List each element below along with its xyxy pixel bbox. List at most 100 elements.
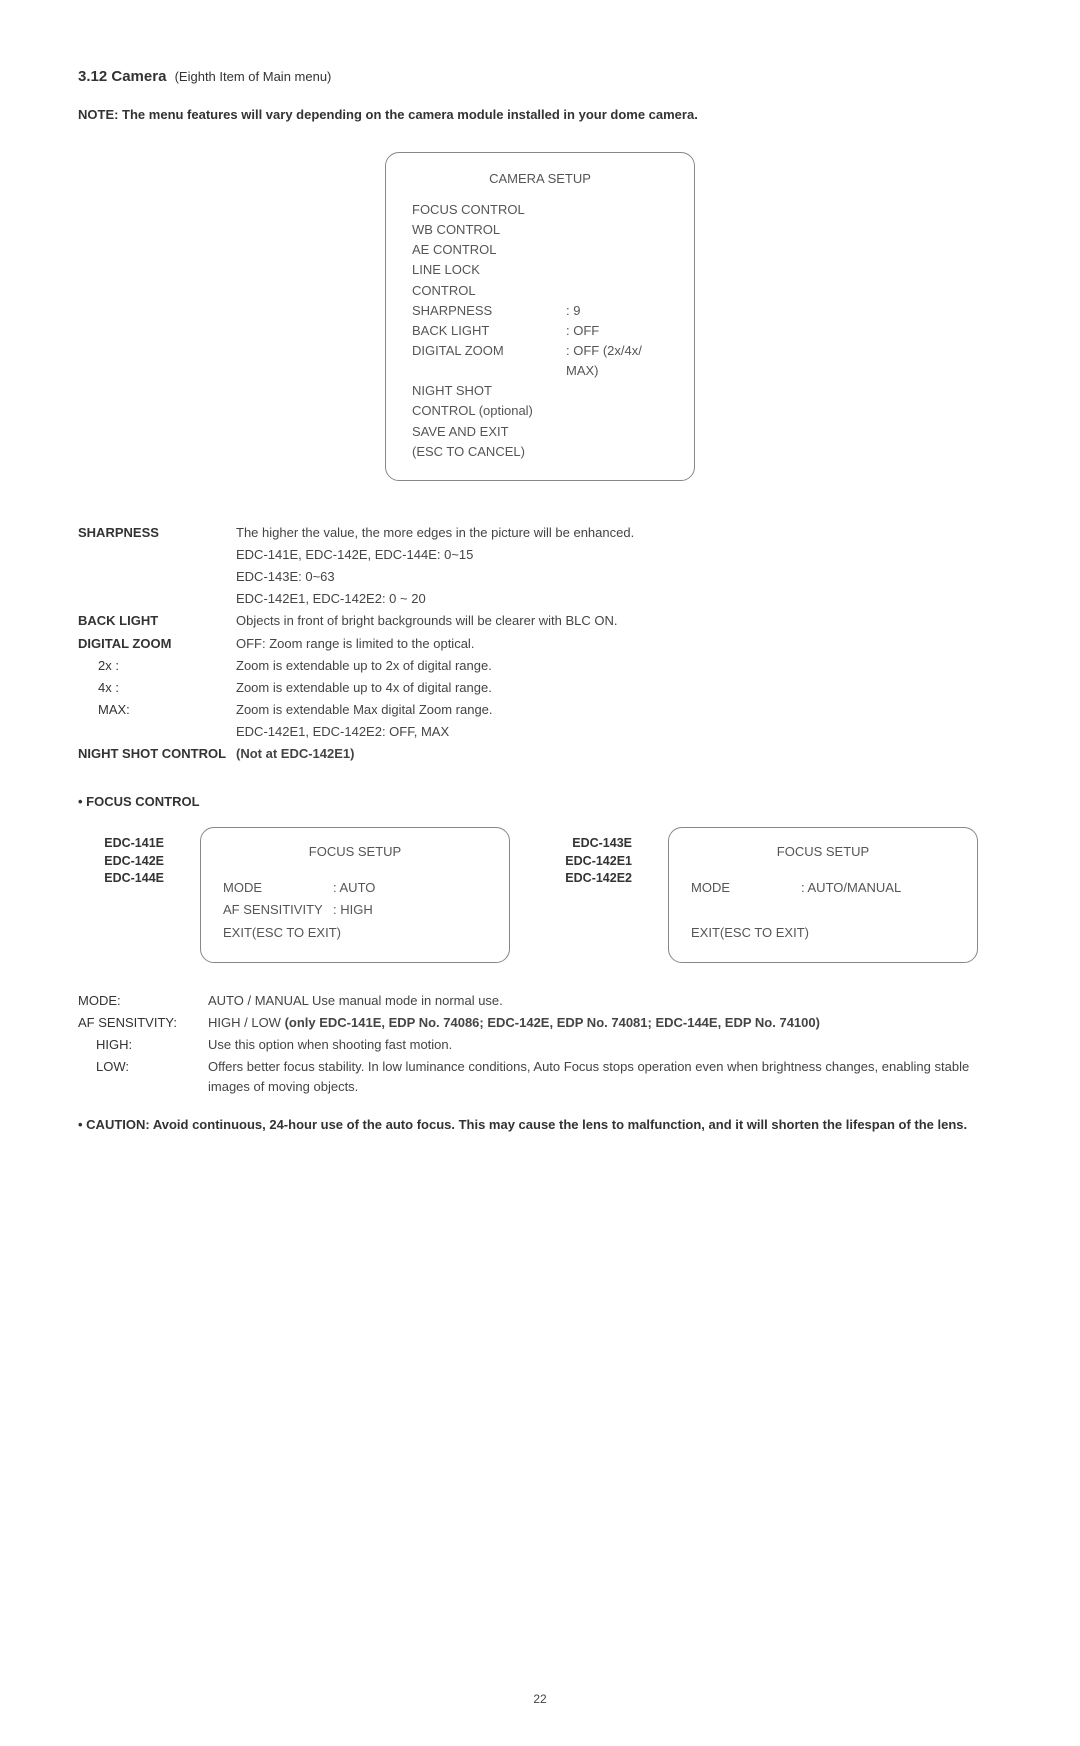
menu-row: LINE LOCK CONTROL [412, 260, 668, 300]
definition2-row: AF SENSITVITY:HIGH / LOW (only EDC-141E,… [78, 1013, 1002, 1033]
camera-setup-box: CAMERA SETUP FOCUS CONTROLWB CONTROLAE C… [385, 152, 695, 481]
definition-row: BACK LIGHTObjects in front of bright bac… [78, 611, 1002, 631]
menu-label: WB CONTROL [412, 220, 540, 240]
menu-row: AE CONTROL [412, 240, 668, 260]
focus-line: EXIT(ESC TO EXIT) [223, 922, 487, 944]
definition-row: DIGITAL ZOOMOFF: Zoom range is limited t… [78, 634, 1002, 654]
definition-term: 4x : [78, 678, 236, 698]
definition-desc: The higher the value, the more edges in … [236, 523, 1002, 543]
definition-term [78, 545, 236, 565]
definition-row: EDC-143E: 0~63 [78, 567, 1002, 587]
definition-desc: Objects in front of bright backgrounds w… [236, 611, 1002, 631]
focus-title-right: FOCUS SETUP [691, 844, 955, 859]
menu-label: NIGHT SHOT CONTROL (optional) [412, 381, 540, 421]
note-text: NOTE: The menu features will vary depend… [78, 107, 1002, 122]
definition2-desc: HIGH / LOW (only EDC-141E, EDP No. 74086… [208, 1013, 1002, 1033]
menu-value [540, 422, 668, 462]
definition2-term: MODE: [78, 991, 208, 1011]
definition-term: MAX: [78, 700, 236, 720]
menu-row: SAVE AND EXIT (ESC TO CANCEL) [412, 422, 668, 462]
focus-line: EXIT(ESC TO EXIT) [691, 922, 955, 944]
definition2-row: HIGH:Use this option when shooting fast … [78, 1035, 1002, 1055]
definition-row: 4x :Zoom is extendable up to 4x of digit… [78, 678, 1002, 698]
camera-setup-rows: FOCUS CONTROLWB CONTROLAE CONTROLLINE LO… [412, 200, 668, 462]
focus-value: : HIGH [333, 899, 373, 921]
menu-row: FOCUS CONTROL [412, 200, 668, 220]
focus-setup-row: EDC-141EEDC-142EEDC-144E FOCUS SETUP MOD… [78, 827, 1002, 962]
focus-key: MODE [691, 877, 801, 899]
focus-key: MODE [223, 877, 333, 899]
menu-value: : 9 [566, 301, 668, 321]
menu-value [540, 240, 668, 260]
menu-row: NIGHT SHOT CONTROL (optional) [412, 381, 668, 421]
menu-label: BACK LIGHT [412, 321, 566, 341]
definition2-row: LOW:Offers better focus stability. In lo… [78, 1057, 1002, 1097]
definition-row: EDC-142E1, EDC-142E2: OFF, MAX [78, 722, 1002, 742]
definition-desc: EDC-143E: 0~63 [236, 567, 1002, 587]
focus-line: MODE: AUTO/MANUAL [691, 877, 955, 899]
focus-value: : AUTO/MANUAL [801, 877, 901, 899]
definitions2-list: MODE:AUTO / MANUAL Use manual mode in no… [78, 991, 1002, 1098]
menu-label: FOCUS CONTROL [412, 200, 540, 220]
focus-box-right: FOCUS SETUP MODE: AUTO/MANUAL EXIT(ESC T… [668, 827, 978, 962]
page: 3.12 Camera (Eighth Item of Main menu) N… [0, 0, 1080, 1746]
definition-term [78, 567, 236, 587]
menu-label: LINE LOCK CONTROL [412, 260, 540, 300]
focus-title-left: FOCUS SETUP [223, 844, 487, 859]
definition-row: EDC-141E, EDC-142E, EDC-144E: 0~15 [78, 545, 1002, 565]
definition2-row: MODE:AUTO / MANUAL Use manual mode in no… [78, 991, 1002, 1011]
definition-desc: EDC-142E1, EDC-142E2: OFF, MAX [236, 722, 1002, 742]
focus-line [691, 899, 955, 921]
definition2-desc: AUTO / MANUAL Use manual mode in normal … [208, 991, 1002, 1011]
definitions-list: SHARPNESSThe higher the value, the more … [78, 523, 1002, 765]
definition-desc: (Not at EDC-142E1) [236, 744, 1002, 764]
definition-row: MAX:Zoom is extendable Max digital Zoom … [78, 700, 1002, 720]
menu-row: DIGITAL ZOOM: OFF (2x/4x/ MAX) [412, 341, 668, 381]
focus-line: MODE: AUTO [223, 877, 487, 899]
definition-desc: Zoom is extendable up to 4x of digital r… [236, 678, 1002, 698]
model-label: EDC-143E [546, 835, 632, 853]
menu-value: : OFF (2x/4x/ MAX) [566, 341, 668, 381]
menu-row: WB CONTROL [412, 220, 668, 240]
menu-value [540, 220, 668, 240]
menu-label: SHARPNESS [412, 301, 566, 321]
definition-term: 2x : [78, 656, 236, 676]
definition-desc: EDC-142E1, EDC-142E2: 0 ~ 20 [236, 589, 1002, 609]
definition2-desc: Offers better focus stability. In low lu… [208, 1057, 1002, 1097]
focus-value: : AUTO [333, 877, 375, 899]
menu-value [540, 381, 668, 421]
definition2-term: AF SENSITVITY: [78, 1013, 208, 1033]
definition-desc: Zoom is extendable Max digital Zoom rang… [236, 700, 1002, 720]
menu-row: BACK LIGHT: OFF [412, 321, 668, 341]
model-label: EDC-142E [78, 853, 164, 871]
models-right: EDC-143EEDC-142E1EDC-142E2 [546, 827, 632, 888]
definition-desc: OFF: Zoom range is limited to the optica… [236, 634, 1002, 654]
definition-term [78, 589, 236, 609]
definition-desc: EDC-141E, EDC-142E, EDC-144E: 0~15 [236, 545, 1002, 565]
definition-term: BACK LIGHT [78, 611, 236, 631]
definition-row: 2x :Zoom is extendable up to 2x of digit… [78, 656, 1002, 676]
model-label: EDC-141E [78, 835, 164, 853]
model-label: EDC-142E2 [546, 870, 632, 888]
definition-term: NIGHT SHOT CONTROL [78, 744, 236, 764]
focus-box-left: FOCUS SETUP MODE: AUTOAF SENSITIVITY: HI… [200, 827, 510, 962]
focus-lines-left: MODE: AUTOAF SENSITIVITY: HIGHEXIT(ESC T… [223, 877, 487, 943]
menu-label: SAVE AND EXIT (ESC TO CANCEL) [412, 422, 540, 462]
section-number: 3.12 [78, 68, 107, 85]
definition2-desc: Use this option when shooting fast motio… [208, 1035, 1002, 1055]
menu-value: : OFF [566, 321, 668, 341]
caution-text: • CAUTION: Avoid continuous, 24-hour use… [78, 1117, 1002, 1132]
model-label: EDC-142E1 [546, 853, 632, 871]
focus-line: AF SENSITIVITY: HIGH [223, 899, 487, 921]
definition2-term: LOW: [78, 1057, 208, 1097]
focus-control-heading: • FOCUS CONTROL [78, 794, 1002, 809]
section-title: Camera [111, 68, 166, 85]
focus-key: EXIT(ESC TO EXIT) [223, 922, 487, 944]
menu-label: AE CONTROL [412, 240, 540, 260]
focus-key: AF SENSITIVITY [223, 899, 333, 921]
camera-setup-title: CAMERA SETUP [412, 171, 668, 186]
definition-row: SHARPNESSThe higher the value, the more … [78, 523, 1002, 543]
definition-row: NIGHT SHOT CONTROL(Not at EDC-142E1) [78, 744, 1002, 764]
menu-row: SHARPNESS: 9 [412, 301, 668, 321]
definition2-term: HIGH: [78, 1035, 208, 1055]
